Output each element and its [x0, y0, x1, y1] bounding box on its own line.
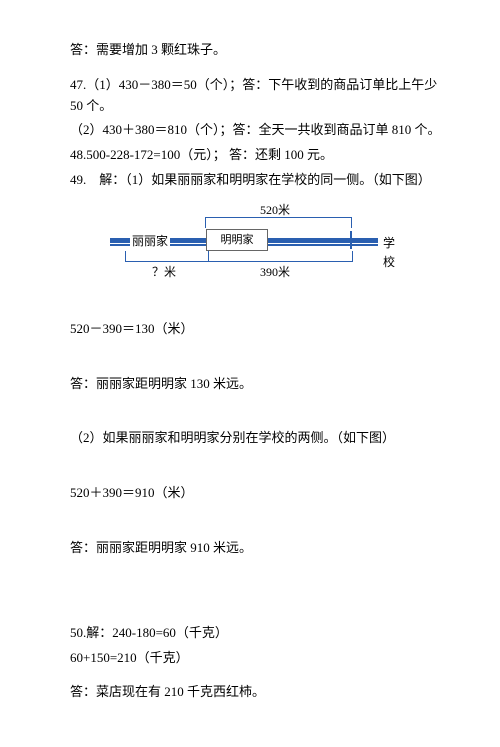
- q50-answer: 答：菜店现在有 210 千克西红柿。: [70, 682, 445, 703]
- q50-line1: 50.解：240-180=60（千克）: [70, 623, 445, 644]
- diagram-top-brace: [205, 217, 352, 228]
- q49-intro: 49. 解：（1）如果丽丽家和明明家在学校的同一侧。（如下图）: [70, 170, 445, 191]
- q47-part2: （2）430＋380＝810（个）；答：全天一共收到商品订单 810 个。: [70, 120, 445, 141]
- page: 答：需要增加 3 颗红珠子。 47.（1）430－380＝50（个）；答：下午收…: [0, 0, 500, 747]
- q49-case2: （2）如果丽丽家和明明家分别在学校的两侧。（如下图）: [70, 428, 445, 449]
- q49-ans1: 答：丽丽家距明明家 130 米远。: [70, 374, 445, 395]
- q49-ans2: 答：丽丽家距明明家 910 米远。: [70, 538, 445, 559]
- diagram-right-label: 学校: [383, 234, 400, 272]
- q48: 48.500-228-172=100（元）； 答：还剩 100 元。: [70, 145, 445, 166]
- q47-part1: 47.（1）430－380＝50（个）；答：下午收到的商品订单比上午少 50 个…: [70, 75, 445, 117]
- diagram-bottom-brace-right: [208, 251, 353, 262]
- diagram-bottom-label-left: ？米: [152, 263, 176, 282]
- distance-diagram: 520米 丽丽家 明明家 学校 ？米 390米: [110, 201, 400, 291]
- diagram-bottom-brace-left: [125, 251, 209, 262]
- diagram-left-label: 丽丽家: [130, 232, 170, 251]
- diagram-bottom-label-right: 390米: [260, 263, 290, 282]
- answer-46: 答：需要增加 3 颗红珠子。: [70, 40, 445, 61]
- diagram-right-tick: [350, 231, 352, 249]
- q50-line2: 60+150=210（千克）: [70, 648, 445, 669]
- q49-calc2: 520＋390＝910（米）: [70, 483, 445, 504]
- q49-calc1: 520－390＝130（米）: [70, 319, 445, 340]
- diagram-mid-box: 明明家: [206, 229, 268, 251]
